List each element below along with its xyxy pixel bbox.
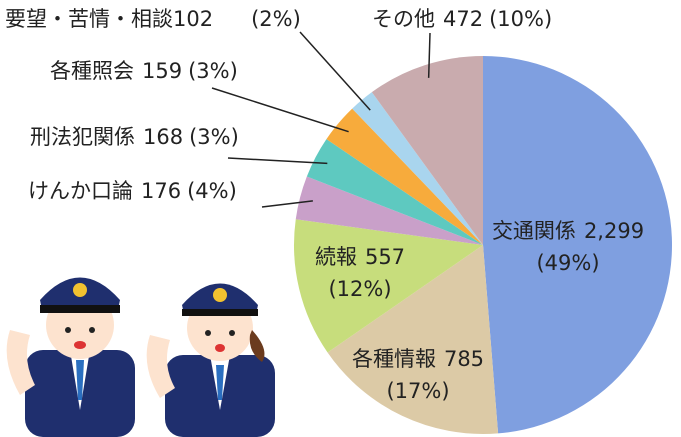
slice-label: 続報 557: [315, 245, 405, 269]
category-label: その他: [372, 7, 435, 31]
percent-label: (17%): [386, 379, 449, 403]
value-label: 102: [173, 7, 213, 31]
category-label: 要望・苦情・相談: [5, 7, 173, 31]
value-label: 2,299: [584, 219, 644, 243]
value-label: 159: [142, 59, 182, 83]
slice-label: 交通関係 2,299: [492, 219, 644, 243]
value-label: 785: [444, 347, 484, 371]
value-label: 168: [143, 125, 183, 149]
percent-label: (2%): [251, 7, 301, 31]
percent-label: (4%): [187, 179, 237, 203]
slice: [295, 176, 483, 245]
leader-line: [261, 200, 313, 208]
leader-line: [299, 31, 371, 111]
slice-label: その他 472 (10%): [372, 7, 552, 31]
slice-label: 各種照会 159 (3%): [50, 59, 238, 83]
slice: [483, 56, 672, 434]
value-label: 176: [141, 179, 181, 203]
percent-label: (3%): [188, 59, 238, 83]
percent-label: (49%): [536, 251, 599, 275]
leader-line: [211, 87, 349, 133]
slices: [294, 56, 672, 434]
slice: [294, 219, 483, 353]
percent-label: (10%): [489, 7, 552, 31]
value-label: 472: [443, 7, 483, 31]
value-label: 557: [365, 245, 405, 269]
category-label: けんか口論: [28, 179, 133, 203]
slice: [306, 139, 483, 245]
officers-illustration: [6, 277, 275, 437]
slice: [326, 108, 483, 245]
slice-label: 要望・苦情・相談102 (2%): [5, 7, 301, 31]
category-label: 各種情報: [352, 347, 436, 371]
category-label: 交通関係: [492, 219, 576, 243]
category-label: 続報: [315, 245, 357, 269]
category-label: 刑法犯関係: [30, 125, 135, 149]
percent-label: (12%): [328, 277, 391, 301]
leader-line: [427, 32, 431, 78]
slice: [327, 245, 499, 434]
slice-label: 各種情報 785: [352, 347, 484, 371]
category-label: 各種照会: [50, 59, 134, 83]
percent-label: (3%): [189, 125, 239, 149]
slice: [352, 92, 483, 245]
slice-label: 刑法犯関係 168 (3%): [30, 125, 239, 149]
slice: [371, 56, 483, 245]
slice-label: けんか口論 176 (4%): [28, 179, 237, 203]
leader-line: [227, 157, 328, 165]
labels: 交通関係 2,299 (49%) 各種情報 785 (17%) 続報 557 (12%) けんか口…: [5, 7, 644, 403]
